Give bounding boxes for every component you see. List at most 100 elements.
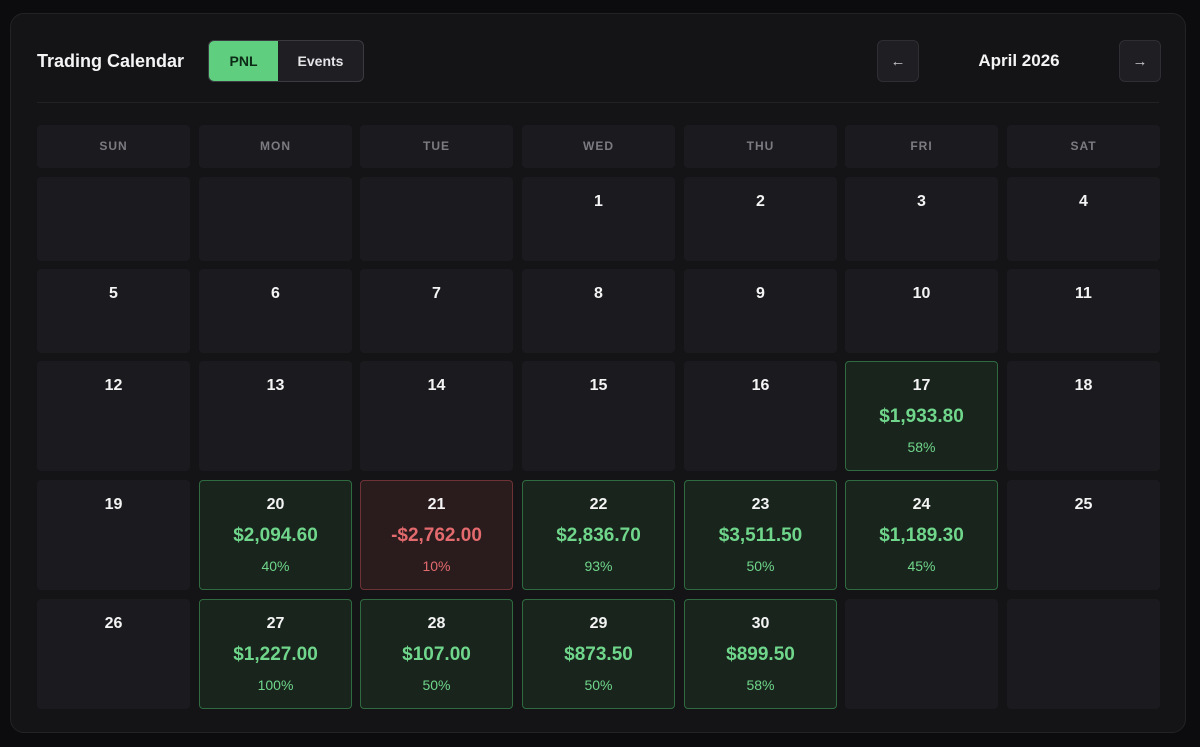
day-cell-1[interactable]: 1 <box>522 177 675 261</box>
day-cell-17[interactable]: 17 $1,933.80 58% <box>845 361 998 471</box>
empty-day-cell <box>845 599 998 709</box>
empty-day-cell <box>360 177 513 261</box>
day-cell-9[interactable]: 9 <box>684 269 837 353</box>
day-number: 13 <box>266 377 285 394</box>
day-pnl-value: $1,933.80 <box>879 406 964 427</box>
prev-month-button[interactable]: ← <box>877 40 919 82</box>
day-number: 24 <box>912 496 931 513</box>
day-cell-25[interactable]: 25 <box>1007 480 1160 590</box>
day-number: 30 <box>751 615 770 632</box>
day-cell-4[interactable]: 4 <box>1007 177 1160 261</box>
day-win-rate: 45% <box>907 558 936 574</box>
weekday-header-wed: WED <box>522 125 675 168</box>
day-number: 27 <box>266 615 285 632</box>
weekday-header-tue: TUE <box>360 125 513 168</box>
day-win-rate: 50% <box>422 677 451 693</box>
day-cell-12[interactable]: 12 <box>37 361 190 471</box>
day-cell-23[interactable]: 23 $3,511.50 50% <box>684 480 837 590</box>
day-number: 16 <box>751 377 770 394</box>
day-cell-26[interactable]: 26 <box>37 599 190 709</box>
day-cell-11[interactable]: 11 <box>1007 269 1160 353</box>
day-number: 4 <box>1079 193 1088 210</box>
day-win-rate: 10% <box>422 558 451 574</box>
arrow-right-icon: → <box>1132 52 1148 70</box>
weekday-header-sun: SUN <box>37 125 190 168</box>
weekday-header-sat: SAT <box>1007 125 1160 168</box>
day-number: 20 <box>266 496 285 513</box>
day-cell-22[interactable]: 22 $2,836.70 93% <box>522 480 675 590</box>
day-cell-16[interactable]: 16 <box>684 361 837 471</box>
page-title: Trading Calendar <box>37 51 185 71</box>
day-cell-7[interactable]: 7 <box>360 269 513 353</box>
day-cell-20[interactable]: 20 $2,094.60 40% <box>199 480 352 590</box>
day-cell-3[interactable]: 3 <box>845 177 998 261</box>
day-pnl-value: $899.50 <box>726 644 795 665</box>
day-cell-21[interactable]: 21 -$2,762.00 10% <box>360 480 513 590</box>
empty-day-cell <box>199 177 352 261</box>
day-number: 6 <box>271 285 280 302</box>
day-number: 15 <box>589 377 608 394</box>
tab-pnl[interactable]: PNL <box>209 41 278 81</box>
day-pnl-value: $2,836.70 <box>556 525 641 546</box>
day-cell-8[interactable]: 8 <box>522 269 675 353</box>
day-number: 19 <box>104 496 123 513</box>
current-month-label: April 2026 <box>978 51 1060 70</box>
calendar-header: Trading Calendar PNL Events ← April 2026… <box>37 40 1161 82</box>
day-cell-18[interactable]: 18 <box>1007 361 1160 471</box>
day-cell-15[interactable]: 15 <box>522 361 675 471</box>
day-win-rate: 50% <box>584 677 613 693</box>
day-number: 10 <box>912 285 931 302</box>
day-number: 1 <box>594 193 603 210</box>
day-number: 11 <box>1075 285 1092 302</box>
day-number: 7 <box>432 285 441 302</box>
day-number: 23 <box>751 496 770 513</box>
day-number: 9 <box>756 285 765 302</box>
empty-day-cell <box>37 177 190 261</box>
day-pnl-value: -$2,762.00 <box>391 525 482 546</box>
day-win-rate: 93% <box>584 558 613 574</box>
day-win-rate: 50% <box>746 558 775 574</box>
day-number: 17 <box>912 377 931 394</box>
header-divider <box>37 102 1159 103</box>
day-cell-13[interactable]: 13 <box>199 361 352 471</box>
weekday-header-thu: THU <box>684 125 837 168</box>
empty-day-cell <box>1007 599 1160 709</box>
day-win-rate: 58% <box>746 677 775 693</box>
day-pnl-value: $873.50 <box>564 644 633 665</box>
day-number: 14 <box>427 377 446 394</box>
tab-events[interactable]: Events <box>297 53 344 69</box>
day-number: 5 <box>109 285 118 302</box>
day-number: 25 <box>1074 496 1093 513</box>
day-cell-5[interactable]: 5 <box>37 269 190 353</box>
day-pnl-value: $1,227.00 <box>233 644 318 665</box>
day-pnl-value: $107.00 <box>402 644 471 665</box>
day-cell-14[interactable]: 14 <box>360 361 513 471</box>
day-number: 29 <box>589 615 608 632</box>
day-number: 22 <box>589 496 608 513</box>
day-cell-30[interactable]: 30 $899.50 58% <box>684 599 837 709</box>
day-win-rate: 40% <box>261 558 290 574</box>
day-number: 18 <box>1074 377 1093 394</box>
day-cell-24[interactable]: 24 $1,189.30 45% <box>845 480 998 590</box>
day-number: 2 <box>756 193 765 210</box>
day-cell-19[interactable]: 19 <box>37 480 190 590</box>
weekday-header-fri: FRI <box>845 125 998 168</box>
day-pnl-value: $1,189.30 <box>879 525 964 546</box>
next-month-button[interactable]: → <box>1119 40 1161 82</box>
day-cell-29[interactable]: 29 $873.50 50% <box>522 599 675 709</box>
day-pnl-value: $2,094.60 <box>233 525 318 546</box>
arrow-left-icon: ← <box>890 52 906 70</box>
day-cell-2[interactable]: 2 <box>684 177 837 261</box>
day-pnl-value: $3,511.50 <box>718 525 803 546</box>
day-win-rate: 58% <box>907 439 936 455</box>
day-cell-28[interactable]: 28 $107.00 50% <box>360 599 513 709</box>
day-cell-10[interactable]: 10 <box>845 269 998 353</box>
day-cell-6[interactable]: 6 <box>199 269 352 353</box>
day-cell-27[interactable]: 27 $1,227.00 100% <box>199 599 352 709</box>
trading-calendar-panel: Trading Calendar PNL Events ← April 2026… <box>10 13 1186 733</box>
day-number: 8 <box>594 285 603 302</box>
day-number: 28 <box>427 615 446 632</box>
day-number: 3 <box>917 193 926 210</box>
day-number: 21 <box>427 496 446 513</box>
view-toggle: PNL Events <box>208 40 364 82</box>
